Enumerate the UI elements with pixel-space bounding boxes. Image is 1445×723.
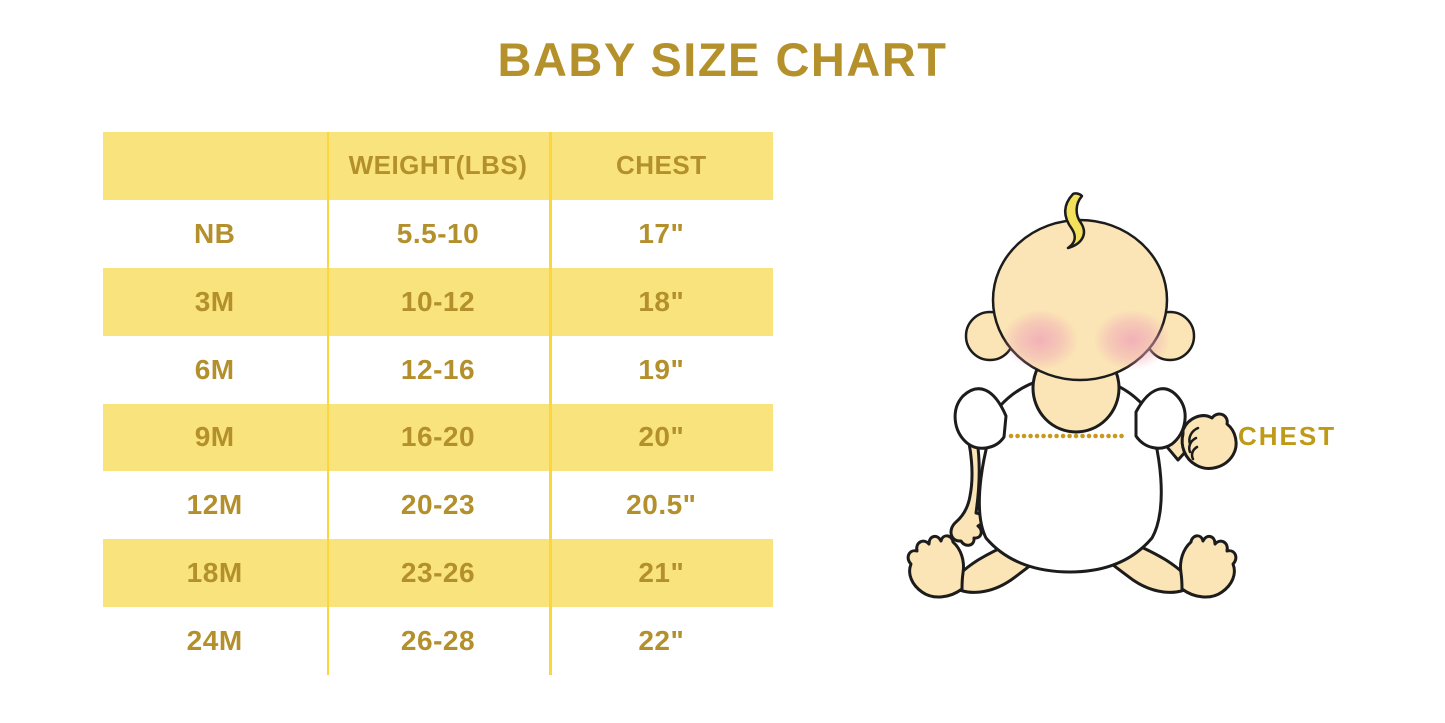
baby-left-foot <box>906 534 965 599</box>
baby-right-foot <box>1179 534 1238 599</box>
cell-size: 6M <box>194 353 235 385</box>
header-cell-chest: CHEST <box>616 150 707 181</box>
table-row: NB 5.5-10 17" <box>103 200 773 268</box>
cell-weight: 12-16 <box>400 353 476 385</box>
baby-right-fist <box>1180 412 1238 470</box>
cell-chest: 22" <box>638 625 685 657</box>
baby-right-sleeve <box>1134 387 1187 450</box>
table-row: 9M 16-20 20" <box>103 403 773 472</box>
cell-chest: 20" <box>638 421 685 453</box>
cell-size: 12M <box>186 489 243 521</box>
baby-illustration: CHEST <box>906 192 1336 599</box>
cell-weight: 26-28 <box>400 625 476 657</box>
table-row: 12M 20-23 20.5" <box>103 471 773 539</box>
page-title: BABY SIZE CHART <box>497 33 948 86</box>
table-row: 6M 12-16 19" <box>103 336 773 404</box>
cell-chest: 20.5" <box>626 489 697 521</box>
cell-weight: 10-12 <box>400 285 476 317</box>
cell-weight: 5.5-10 <box>396 217 480 249</box>
size-table: WEIGHT(LBS) CHEST NB 5.5-10 17" 3M 10-12… <box>103 132 773 675</box>
cell-chest: 21" <box>638 557 685 589</box>
cell-weight: 16-20 <box>400 421 476 453</box>
column-divider-line <box>549 132 552 675</box>
cell-weight: 20-23 <box>400 489 476 521</box>
column-divider-line <box>326 132 329 675</box>
table-row: 24M 26-28 22" <box>103 607 773 675</box>
cell-size: 24M <box>186 625 243 657</box>
table-row: 3M 10-12 18" <box>103 267 773 336</box>
baby-left-sleeve <box>953 387 1008 450</box>
cell-chest: 18" <box>638 285 685 317</box>
baby-right-cheek-blush <box>1094 310 1170 370</box>
chest-label: CHEST <box>1238 421 1336 451</box>
cell-size: 9M <box>194 421 235 453</box>
baby-hair-tuft <box>1064 192 1086 250</box>
baby-fist-fingers <box>1188 426 1200 461</box>
header-cell-weight: WEIGHT(LBS) <box>348 150 528 181</box>
cell-size: 18M <box>186 557 243 589</box>
cell-weight: 23-26 <box>400 557 476 589</box>
table-header-row: WEIGHT(LBS) CHEST <box>103 132 773 200</box>
baby-left-arm <box>949 422 985 547</box>
cell-size: 3M <box>194 285 235 317</box>
table-row: 18M 23-26 21" <box>103 539 773 608</box>
cell-size: NB <box>193 217 236 249</box>
baby-left-cheek-blush <box>1002 310 1078 370</box>
cell-chest: 17" <box>638 217 685 249</box>
cell-chest: 19" <box>638 353 685 385</box>
